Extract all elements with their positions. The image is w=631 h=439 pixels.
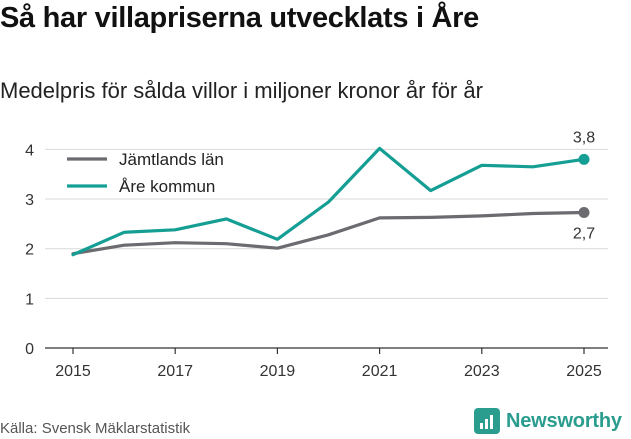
source-note: Källa: Svensk Mäklarstatistik [0, 420, 191, 437]
brand-name: Newsworthy [506, 409, 622, 432]
x-tick-label: 2021 [362, 363, 398, 380]
legend-label: Jämtlands län [119, 150, 224, 169]
y-tick-label: 3 [25, 192, 34, 209]
newsworthy-logo: Newsworthy [474, 407, 622, 435]
series-line-1 [71, 146, 586, 257]
series-line-0 [71, 210, 586, 256]
y-tick-label: 4 [25, 142, 34, 159]
x-tick-label: 2025 [566, 363, 602, 380]
y-tick-label: 1 [25, 291, 34, 308]
end-value-label: 3,8 [573, 129, 595, 146]
chart-title: Så har villapriserna utvecklats i Åre [0, 2, 479, 34]
y-tick-label: 0 [25, 341, 34, 358]
y-tick-label: 2 [25, 242, 34, 259]
series-end-point-1 [578, 153, 590, 165]
x-tick-label: 2023 [464, 363, 500, 380]
end-value-label: 2,7 [573, 225, 595, 242]
newsworthy-chart-icon [474, 408, 500, 434]
x-tick-label: 2019 [260, 363, 296, 380]
x-tick-label: 2015 [55, 363, 91, 380]
x-tick-label: 2017 [157, 363, 193, 380]
legend-label: Åre kommun [119, 177, 215, 196]
chart-subtitle: Medelpris för sålda villor i miljoner kr… [0, 78, 483, 103]
series-end-point-0 [578, 206, 590, 218]
